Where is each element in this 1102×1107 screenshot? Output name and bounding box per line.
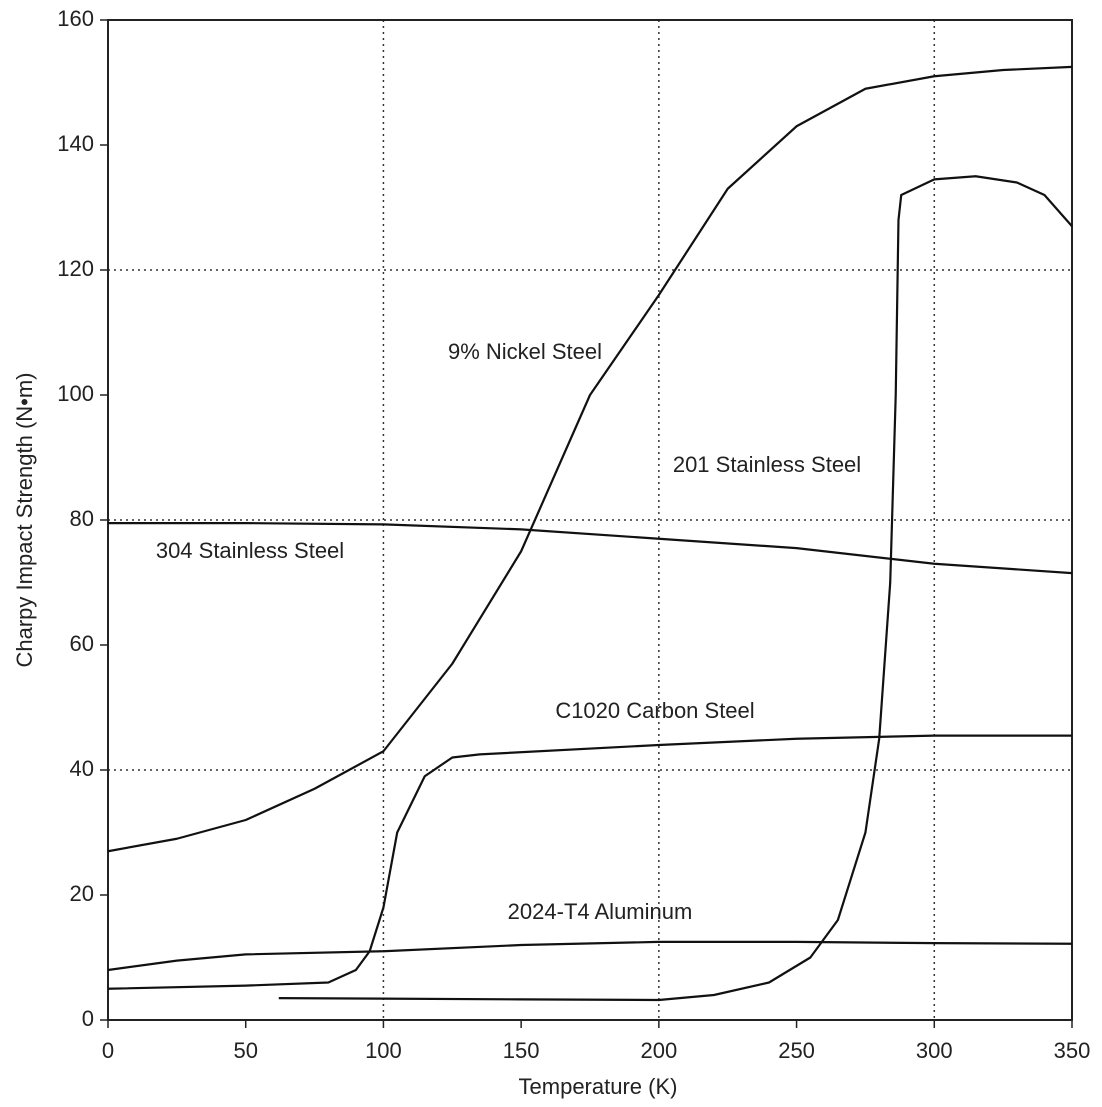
series-label: 304 Stainless Steel xyxy=(156,538,344,563)
y-tick-label: 0 xyxy=(82,1006,94,1031)
series-line xyxy=(107,65,1073,853)
x-axis-label: Temperature (K) xyxy=(519,1074,678,1099)
y-tick-label: 80 xyxy=(70,506,94,531)
y-tick-label: 100 xyxy=(57,381,94,406)
series-line xyxy=(108,522,1073,575)
y-tick-label: 60 xyxy=(70,631,94,656)
y-axis-label: Charpy Impact Strength (N•m) xyxy=(12,372,37,667)
plot-frame xyxy=(107,19,1073,1021)
series-label: 201 Stainless Steel xyxy=(673,452,861,477)
series-line xyxy=(107,940,1073,972)
y-tick-label: 160 xyxy=(57,6,94,31)
y-tick-label: 20 xyxy=(70,881,94,906)
series-label: C1020 Carbon Steel xyxy=(555,698,754,723)
series-label: 2024-T4 Aluminum xyxy=(508,899,693,924)
x-tick-label: 300 xyxy=(916,1038,953,1063)
y-tick-label: 120 xyxy=(57,256,94,281)
series-line xyxy=(107,734,1072,990)
x-tick-label: 200 xyxy=(640,1038,677,1063)
x-tick-label: 0 xyxy=(102,1038,114,1063)
x-tick-label: 150 xyxy=(503,1038,540,1063)
x-tick-label: 250 xyxy=(778,1038,815,1063)
x-tick-label: 100 xyxy=(365,1038,402,1063)
x-tick-label: 350 xyxy=(1054,1038,1091,1063)
x-tick-label: 50 xyxy=(233,1038,257,1063)
series-label: 9% Nickel Steel xyxy=(448,339,602,364)
series-line xyxy=(278,175,1073,1002)
y-tick-label: 140 xyxy=(57,131,94,156)
y-tick-label: 40 xyxy=(70,756,94,781)
